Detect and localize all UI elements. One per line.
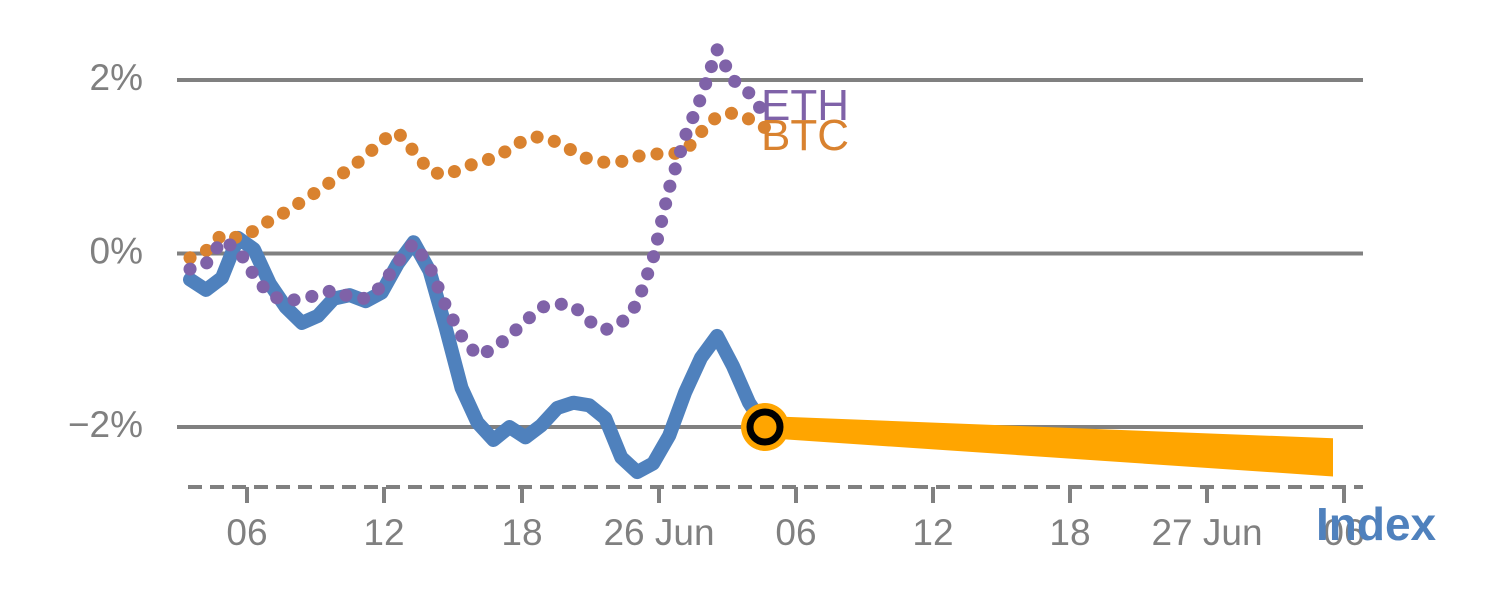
eth-label: ETH [761,81,849,130]
forecast-cone [765,416,1333,477]
x-tick-label: 12 [363,512,404,553]
series-layer [183,43,772,480]
series-line-eth [183,43,772,363]
x-ticks [245,487,1346,503]
y-tick-label: 2% [90,57,143,98]
x-tick-label: 18 [1049,512,1090,553]
x-tick-label: 06 [1323,512,1364,553]
x-tick-label: 27 Jun [1151,512,1262,553]
x-tick-labels: 06 12 18 26 Jun 06 12 18 27 Jun 06 [226,512,1364,553]
y-tick-labels: 2% 0% −2% [68,57,143,445]
index-label: Index [1316,498,1437,550]
marker-layer[interactable] [741,403,789,451]
current-value-marker[interactable] [746,408,784,446]
forecast-cone-layer [765,416,1333,477]
x-tick-label: 06 [775,512,816,553]
btc-label: BTC [761,111,849,160]
y-tick-label: 0% [90,230,143,271]
x-tick-label: 26 Jun [603,512,714,553]
x-tick-label: 18 [501,512,542,553]
series-line-btc [183,106,772,265]
series-line-index [183,230,772,480]
x-tick-label: 06 [226,512,267,553]
y-tick-label: −2% [68,404,143,445]
x-tick-label: 12 [912,512,953,553]
